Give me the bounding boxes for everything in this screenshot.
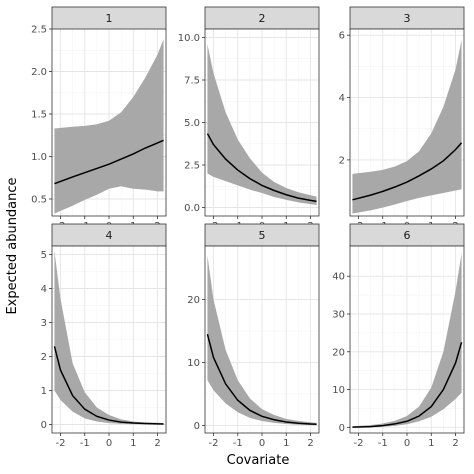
facet-strip-label: 4 bbox=[106, 229, 113, 242]
x-tick-label: -2 bbox=[208, 438, 218, 449]
x-tick-label: 2 bbox=[452, 438, 458, 449]
fitted-line bbox=[206, 133, 317, 203]
y-tick-label: 6 bbox=[339, 31, 345, 42]
confidence-ribbon bbox=[352, 39, 462, 214]
y-tick-label: 20 bbox=[187, 295, 200, 306]
y-tick-label: 2.0 bbox=[31, 67, 47, 78]
y-tick-label: 2 bbox=[41, 352, 47, 363]
facet-strip-label: 6 bbox=[404, 229, 411, 242]
facet-panel-6: 6 0 10 20 30 40 -2 -1 0 1 2 bbox=[332, 223, 465, 449]
x-tick-label: -2 bbox=[55, 438, 65, 449]
x-tick-label: 2 bbox=[307, 438, 313, 449]
x-tick-label: 1 bbox=[428, 438, 434, 449]
confidence-ribbon bbox=[54, 39, 164, 214]
y-axis-title: Expected abundance bbox=[5, 177, 20, 314]
x-tick-label: -1 bbox=[233, 438, 243, 449]
x-tick-label: -1 bbox=[80, 438, 90, 449]
y-tick-label: 30 bbox=[332, 310, 345, 321]
y-tick-label: 3 bbox=[41, 318, 47, 329]
y-tick-label: 4 bbox=[339, 93, 345, 104]
x-tick-label: 0 bbox=[259, 438, 265, 449]
confidence-ribbon bbox=[207, 255, 317, 426]
y-tick-label: 20 bbox=[332, 347, 345, 358]
confidence-ribbon bbox=[352, 253, 462, 428]
facet-strip-label: 1 bbox=[106, 12, 113, 25]
x-tick-label: 0 bbox=[106, 438, 112, 449]
fitted-line bbox=[352, 342, 463, 428]
y-tick-label: 4 bbox=[41, 284, 47, 295]
y-tick-label: 1.5 bbox=[31, 110, 47, 121]
y-tick-label: 0.5 bbox=[31, 195, 47, 206]
x-tick-label: 1 bbox=[283, 438, 289, 449]
facet-strip-label: 3 bbox=[404, 12, 411, 25]
facet-strip-label: 5 bbox=[259, 229, 266, 242]
y-tick-label: 1 bbox=[41, 386, 47, 397]
fitted-line bbox=[352, 142, 463, 201]
y-tick-label: 10 bbox=[332, 385, 345, 396]
x-tick-label: -2 bbox=[353, 438, 363, 449]
x-tick-label: 0 bbox=[404, 438, 410, 449]
y-tick-label: 2.5 bbox=[31, 25, 47, 36]
y-tick-label: 5 bbox=[41, 250, 47, 261]
y-tick-label: 7.5 bbox=[184, 76, 200, 87]
y-tick-label: 5.0 bbox=[184, 118, 200, 129]
y-tick-label: 0 bbox=[339, 423, 345, 434]
x-tick-label: 1 bbox=[130, 438, 136, 449]
facet-panel-5: 5 0 10 20 -2 -1 0 1 2 bbox=[187, 223, 320, 449]
y-tick-label: 10.0 bbox=[178, 33, 200, 44]
fitted-line bbox=[54, 139, 164, 185]
x-tick-label: 2 bbox=[154, 438, 160, 449]
facet-panel-4: 4 0 1 2 3 4 5 -2 -1 0 1 2 bbox=[41, 223, 167, 449]
y-tick-label: 0.0 bbox=[184, 203, 200, 214]
x-tick-label: -1 bbox=[378, 438, 388, 449]
y-tick-label: 2 bbox=[339, 155, 345, 166]
fitted-line bbox=[206, 333, 317, 426]
y-tick-label: 1.0 bbox=[31, 152, 47, 163]
y-tick-label: 2.5 bbox=[184, 161, 200, 172]
y-tick-label: 0 bbox=[41, 420, 47, 431]
x-axis-title: Covariate bbox=[227, 453, 290, 468]
y-tick-label: 40 bbox=[332, 272, 345, 283]
y-tick-label: 10 bbox=[187, 358, 200, 369]
confidence-ribbon bbox=[207, 44, 317, 205]
facet-strip-label: 2 bbox=[259, 12, 266, 25]
y-tick-label: 0 bbox=[194, 421, 200, 432]
fitted-line bbox=[53, 346, 164, 425]
